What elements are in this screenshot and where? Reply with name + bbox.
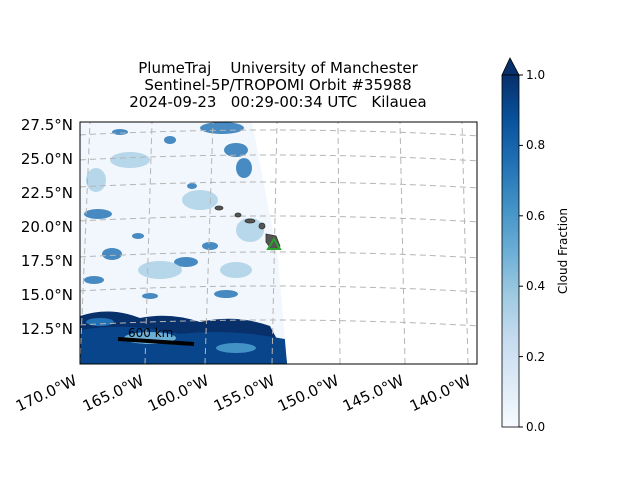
lon-label: 170.0°W	[13, 371, 80, 415]
lon-label: 140.0°W	[407, 371, 474, 415]
colorbar-label: Cloud Fraction	[556, 208, 570, 294]
title-line-2: Sentinel-5P/TROPOMI Orbit #35988	[144, 76, 412, 94]
lat-label: 25.0°N	[21, 150, 73, 168]
scale-bar-label: 600 km	[128, 326, 173, 340]
title-line-1: PlumeTraj University of Manchester	[138, 59, 418, 77]
lat-label: 15.0°N	[21, 286, 73, 304]
colorbar: 0.0 0.2 0.4 0.6 0.8 1.0 Cloud Fraction	[501, 57, 570, 434]
map-panel[interactable]: 600 km	[60, 121, 480, 365]
lon-label: 165.0°W	[80, 371, 147, 415]
scale-bar	[117, 337, 195, 346]
colorbar-tick-label: 0.2	[526, 350, 545, 364]
colorbar-extend-arrow	[501, 57, 520, 76]
kilauea-volcano-marker[interactable]	[266, 237, 282, 250]
lat-label: 27.5°N	[21, 116, 73, 134]
lon-label: 155.0°W	[211, 371, 278, 415]
title-line-3: 2024-09-23 00:29-00:34 UTC Kilauea	[129, 93, 427, 111]
cloud-fraction-swath	[80, 122, 287, 364]
map-title: PlumeTraj University of Manchester Senti…	[79, 60, 477, 111]
colorbar-tick-label: 0.4	[526, 279, 545, 293]
colorbar-tick-label: 0.6	[526, 209, 545, 223]
colorbar-tick-label: 0.8	[526, 138, 545, 152]
colorbar-tick-label: 0.0	[526, 420, 545, 434]
lat-label: 17.5°N	[21, 252, 73, 270]
colorbar-gradient	[501, 74, 520, 428]
lat-label: 22.5°N	[21, 184, 73, 202]
lon-label: 150.0°W	[275, 371, 342, 415]
lon-label: 160.0°W	[145, 371, 212, 415]
colorbar-tick-label: 1.0	[526, 68, 545, 82]
lon-label: 145.0°W	[340, 371, 407, 415]
longitude-labels: 170.0°W 165.0°W 160.0°W 155.0°W 150.0°W …	[13, 371, 474, 415]
latitude-labels: 27.5°N 25.0°N 22.5°N 20.0°N 17.5°N 15.0°…	[21, 116, 73, 338]
lat-label: 12.5°N	[21, 320, 73, 338]
lat-label: 20.0°N	[21, 218, 73, 236]
